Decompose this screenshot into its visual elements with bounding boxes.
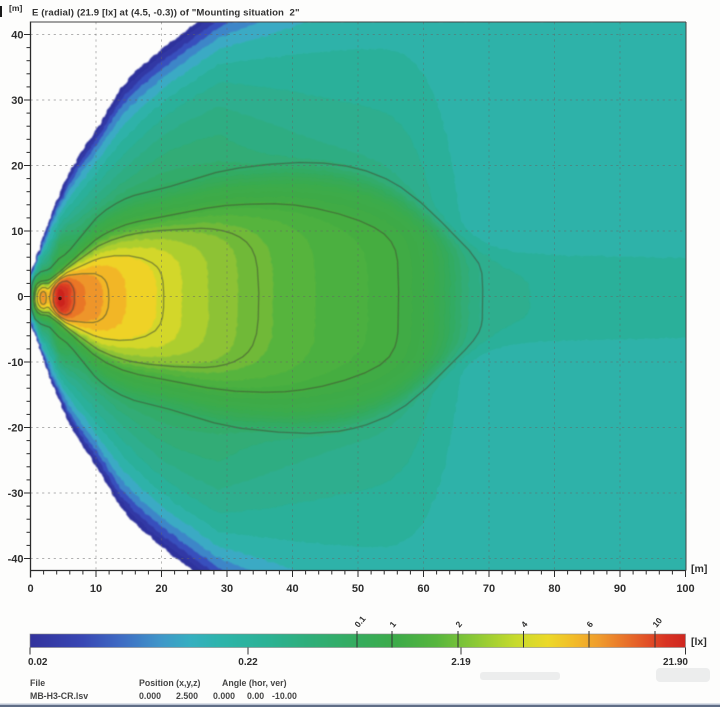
svg-text:0.02: 0.02 — [28, 657, 48, 668]
svg-text:80: 80 — [548, 583, 560, 595]
svg-text:1: 1 — [387, 619, 398, 629]
svg-text:20: 20 — [11, 161, 23, 173]
svg-text:90: 90 — [614, 583, 626, 595]
svg-text:[m]: [m] — [691, 563, 707, 575]
svg-text:0: 0 — [17, 292, 23, 304]
svg-text:6: 6 — [584, 619, 595, 629]
svg-text:0.000: 0.000 — [213, 691, 235, 701]
svg-text:60: 60 — [417, 583, 429, 595]
svg-text:-10: -10 — [8, 357, 24, 369]
svg-text:-10.00: -10.00 — [272, 691, 297, 701]
svg-text:4: 4 — [519, 619, 530, 629]
svg-text:Angle (hor, ver): Angle (hor, ver) — [222, 678, 287, 688]
svg-text:40: 40 — [286, 583, 298, 595]
svg-text:E (radial) (21.9 [lx] at (4.5,: E (radial) (21.9 [lx] at (4.5, -0.3)) of… — [32, 8, 300, 19]
svg-text:MB-H3-CR.lsv: MB-H3-CR.lsv — [30, 691, 88, 701]
svg-text:Position (x,y,z): Position (x,y,z) — [139, 678, 200, 688]
svg-text:10: 10 — [11, 226, 23, 238]
svg-text:[m]: [m] — [9, 3, 23, 13]
svg-text:50: 50 — [352, 583, 364, 595]
svg-text:2.500: 2.500 — [176, 691, 198, 701]
svg-text:0: 0 — [27, 583, 33, 595]
svg-text:File: File — [30, 678, 45, 688]
svg-text:100: 100 — [676, 583, 694, 595]
svg-text:2: 2 — [453, 619, 464, 629]
svg-text:0.00: 0.00 — [247, 691, 264, 701]
svg-text:-30: -30 — [8, 488, 24, 500]
svg-text:30: 30 — [11, 95, 23, 107]
svg-text:20: 20 — [155, 583, 167, 595]
svg-text:0.000: 0.000 — [139, 691, 161, 701]
svg-text:2.19: 2.19 — [451, 657, 471, 668]
svg-text:-20: -20 — [8, 423, 24, 435]
svg-text:[lx]: [lx] — [691, 636, 707, 648]
svg-text:21.90: 21.90 — [663, 657, 688, 668]
svg-text:-40: -40 — [8, 554, 24, 566]
svg-text:0.22: 0.22 — [238, 657, 258, 668]
svg-text:10: 10 — [90, 583, 102, 595]
svg-text:40: 40 — [11, 30, 23, 42]
svg-text:30: 30 — [221, 583, 233, 595]
svg-text:70: 70 — [483, 583, 495, 595]
